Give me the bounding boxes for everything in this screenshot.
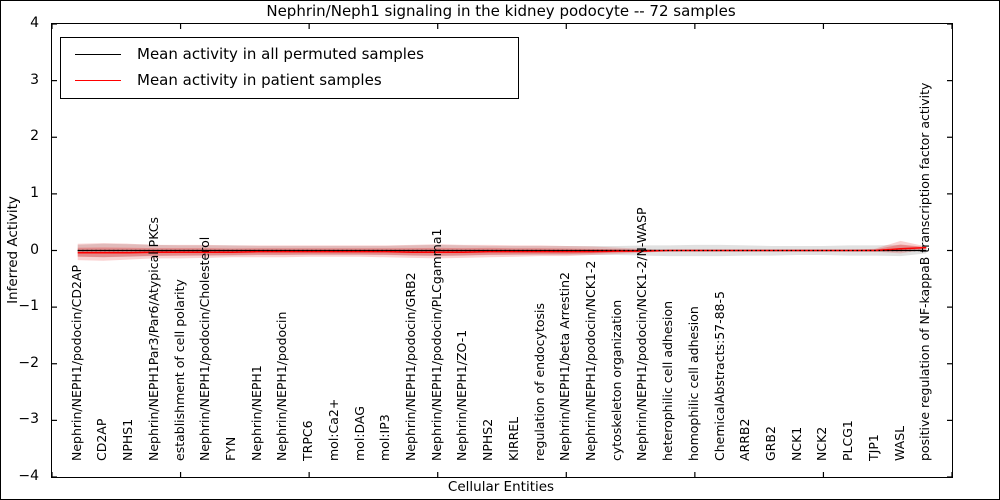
legend-entry-patient: Mean activity in patient samples — [75, 67, 518, 93]
y-tick-label: 0 — [30, 241, 39, 258]
y-tick-label: −1 — [18, 298, 39, 315]
y-tick-label: −3 — [18, 411, 39, 428]
legend-box: Mean activity in all permuted samples Me… — [60, 37, 519, 99]
chart-title: Nephrin/Neph1 signaling in the kidney po… — [266, 2, 736, 20]
y-tick-label: −2 — [18, 354, 39, 371]
y-tick-label: 4 — [30, 15, 39, 31]
y-tick-label: 2 — [30, 128, 39, 145]
y-tick-labels: 4 3 2 1 0 −1 −2 −3 −4 — [1, 15, 45, 484]
legend-entry-permuted: Mean activity in all permuted samples — [75, 41, 518, 67]
legend-line-patient — [75, 79, 121, 81]
legend-label-patient: Mean activity in patient samples — [137, 71, 382, 89]
patient-mean-line — [77, 246, 927, 254]
chart-canvas — [52, 24, 952, 477]
y-tick-label: −4 — [18, 468, 39, 484]
x-axis-label: Cellular Entities — [447, 479, 555, 495]
plot-area — [51, 23, 953, 478]
legend-label-permuted: Mean activity in all permuted samples — [137, 45, 424, 63]
y-tick-label: 3 — [30, 71, 39, 88]
y-tick-label: 1 — [30, 184, 39, 201]
legend-line-permuted — [75, 53, 121, 55]
